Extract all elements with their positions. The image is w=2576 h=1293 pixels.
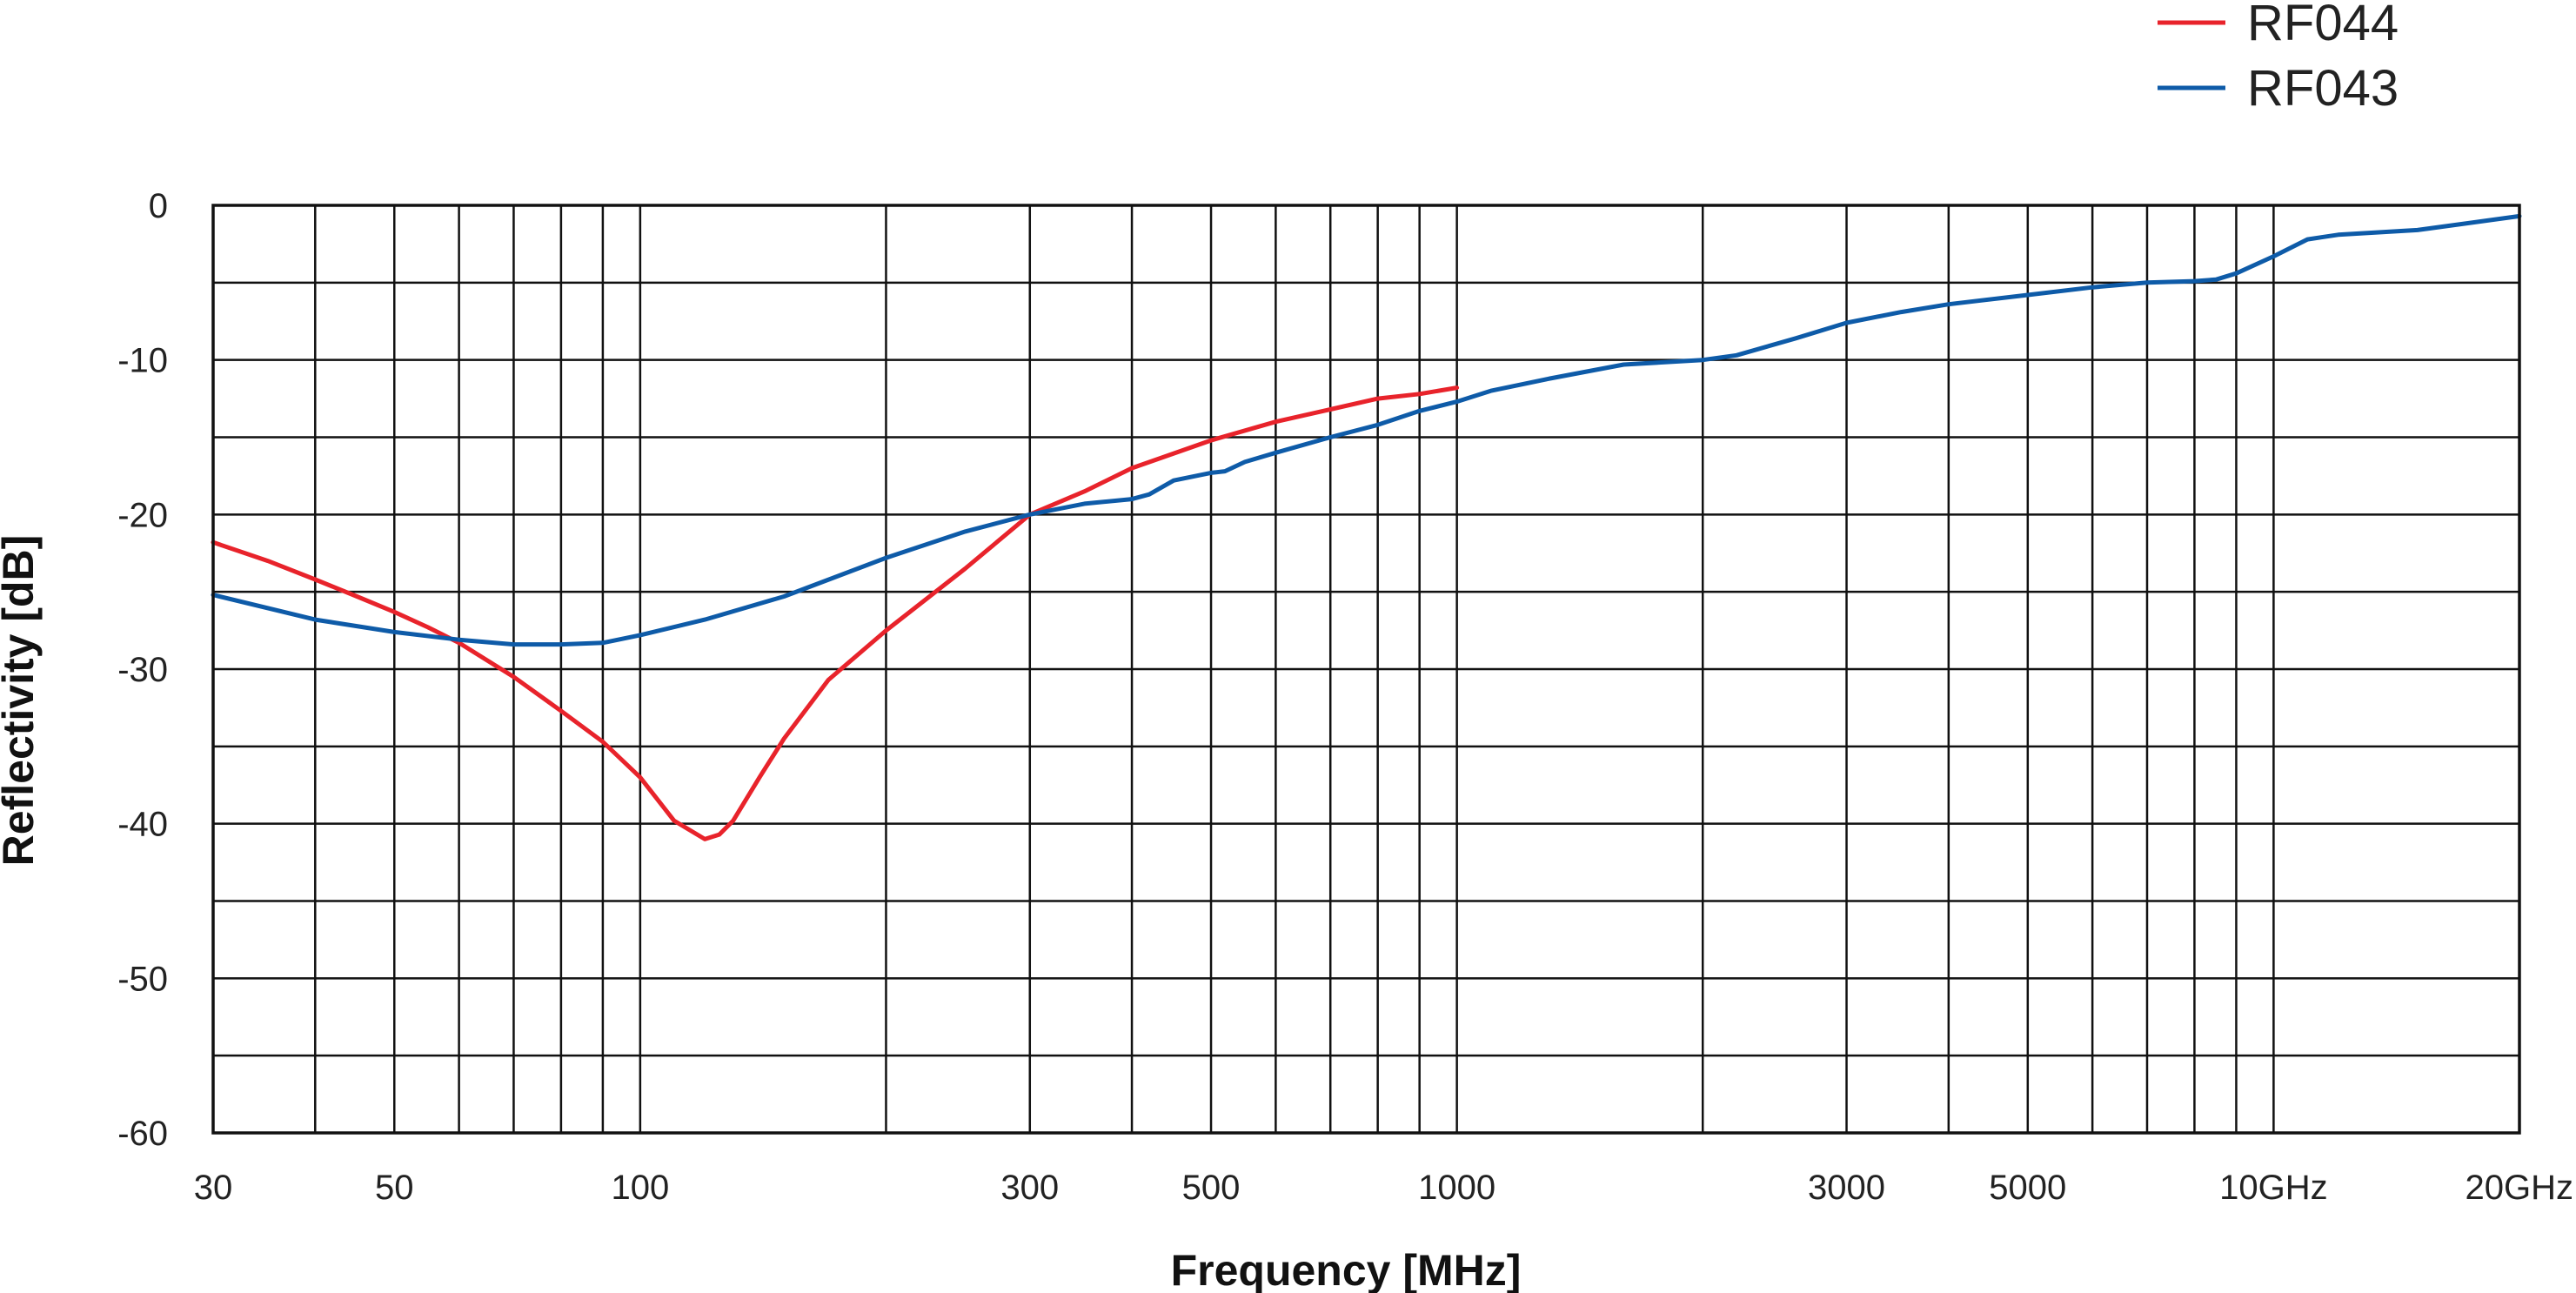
y-tick-label: 0 [149,187,168,225]
y-tick-label: -50 [117,960,168,998]
x-axis-title: Frequency [MHz] [1171,1246,1522,1293]
y-tick-label: -40 [117,806,168,844]
y-tick-labels: 0 -10 -20 -30 -40 -50 -60 [117,187,168,1153]
x-tick-label: 500 [1182,1169,1241,1207]
legend-label-rf043: RF043 [2247,60,2399,117]
y-tick-label: -60 [117,1115,168,1153]
x-tick-label: 1000 [1418,1169,1495,1207]
x-tick-label: 10GHz [2219,1169,2328,1207]
x-tick-label: 100 [611,1169,669,1207]
y-tick-label: -20 [117,496,168,534]
series-lines [211,213,2522,841]
x-tick-label: 50 [375,1169,414,1207]
y-tick-label: -10 [117,342,168,380]
legend-label-rf044: RF044 [2247,0,2399,51]
x-tick-label: 20GHz [2466,1169,2574,1207]
x-tick-label: 3000 [1808,1169,1885,1207]
legend: RF044 RF043 [2158,0,2399,117]
y-axis-title: Reflectivity [dB] [0,535,43,867]
x-tick-labels: 30 50 100 300 500 1000 3000 5000 10GHz 20GHz [194,1169,2573,1207]
plot-frame [211,204,2521,1135]
x-tick-label: 5000 [1989,1169,2066,1207]
series-line-rf043 [211,213,2522,647]
x-tick-label: 30 [194,1169,233,1207]
y-tick-label: -30 [117,651,168,689]
series-line-rf044 [211,385,1460,841]
x-tick-label: 300 [1000,1169,1059,1207]
